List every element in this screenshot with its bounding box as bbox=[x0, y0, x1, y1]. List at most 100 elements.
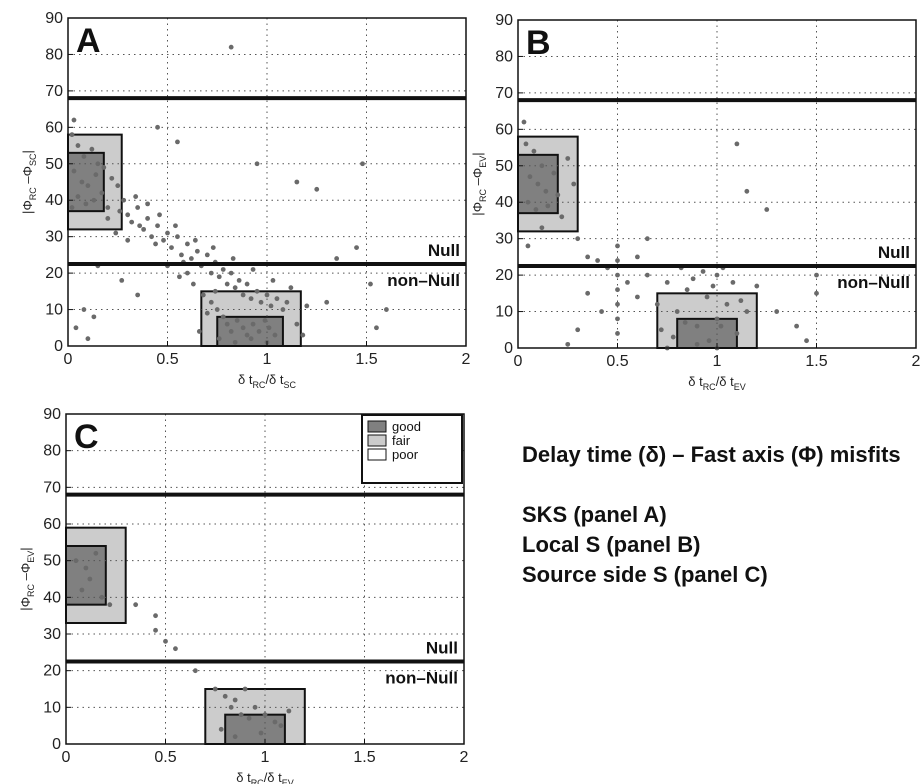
x-axis-label-part: EV bbox=[734, 382, 746, 392]
x-tick-label: 2 bbox=[462, 351, 471, 368]
data-point bbox=[105, 205, 111, 210]
data-point bbox=[232, 734, 238, 740]
x-axis-label-part: δ t bbox=[688, 374, 703, 389]
data-point bbox=[714, 272, 720, 278]
data-point bbox=[79, 587, 85, 593]
y-axis-label-part: RC bbox=[478, 188, 488, 201]
data-point bbox=[236, 278, 242, 283]
data-point bbox=[99, 594, 105, 600]
y-axis-label-part: –Φ bbox=[20, 166, 35, 187]
y-tick-label: 40 bbox=[495, 194, 513, 211]
data-point bbox=[113, 230, 119, 236]
data-point bbox=[177, 274, 182, 280]
data-point bbox=[599, 309, 604, 314]
data-point bbox=[718, 323, 724, 329]
data-point bbox=[250, 267, 256, 272]
data-point bbox=[531, 148, 537, 154]
data-point bbox=[794, 323, 799, 329]
y-axis-label: |ΦRC –ΦSC| bbox=[20, 150, 38, 214]
data-point bbox=[525, 243, 531, 249]
data-point bbox=[559, 214, 565, 220]
data-point bbox=[125, 212, 131, 218]
x-axis-label-part: /δ t bbox=[716, 374, 734, 389]
non-null-label: non–Null bbox=[837, 273, 910, 292]
data-point bbox=[744, 188, 750, 194]
data-point bbox=[224, 281, 230, 287]
data-point bbox=[635, 294, 640, 300]
data-point bbox=[814, 272, 819, 278]
data-point bbox=[258, 299, 264, 305]
data-point bbox=[272, 719, 278, 725]
data-point bbox=[664, 280, 670, 285]
data-point bbox=[774, 309, 780, 314]
y-tick-label: 10 bbox=[495, 304, 513, 321]
data-point bbox=[228, 329, 234, 334]
data-point bbox=[710, 283, 716, 289]
data-point bbox=[272, 332, 278, 338]
x-axis-label-part: /δ t bbox=[265, 372, 283, 387]
x-axis-label-part: δ t bbox=[238, 372, 253, 387]
x-tick-label: 0 bbox=[514, 353, 523, 370]
data-point bbox=[244, 281, 250, 287]
data-point bbox=[615, 243, 620, 249]
x-tick-label: 1.5 bbox=[355, 351, 377, 368]
data-point bbox=[539, 225, 545, 231]
data-point bbox=[304, 303, 310, 309]
y-tick-label: 40 bbox=[45, 192, 63, 209]
data-point bbox=[163, 638, 168, 644]
data-point bbox=[521, 119, 527, 125]
data-point bbox=[625, 280, 630, 285]
data-point bbox=[384, 307, 389, 312]
data-point bbox=[135, 205, 141, 210]
data-point bbox=[644, 272, 650, 278]
data-point bbox=[533, 207, 539, 212]
x-axis-label: δ tRC/δ tEV bbox=[688, 374, 746, 392]
y-tick-label: 50 bbox=[495, 158, 513, 175]
data-point bbox=[222, 693, 228, 699]
data-point bbox=[121, 197, 127, 203]
data-point bbox=[200, 292, 206, 298]
data-point bbox=[527, 174, 533, 180]
data-point bbox=[730, 280, 736, 285]
data-point bbox=[69, 132, 75, 138]
data-point bbox=[615, 316, 620, 322]
data-point bbox=[224, 321, 230, 327]
data-point bbox=[232, 285, 238, 291]
x-axis-label: δ tRC/δ tEV bbox=[236, 770, 294, 784]
data-point bbox=[262, 318, 268, 323]
data-point bbox=[145, 201, 151, 207]
data-point bbox=[153, 241, 158, 247]
data-point bbox=[575, 327, 581, 333]
data-point bbox=[244, 332, 250, 338]
y-axis-label-part: SC bbox=[28, 153, 38, 166]
data-point bbox=[615, 272, 620, 278]
data-point bbox=[185, 270, 190, 276]
data-point bbox=[324, 299, 330, 305]
x-axis-label-part: RC bbox=[252, 380, 265, 390]
data-point bbox=[615, 301, 620, 307]
data-point bbox=[615, 331, 620, 336]
region-good-3 bbox=[216, 315, 284, 348]
x-tick-label: 1 bbox=[261, 749, 270, 766]
x-axis-label-part: RC bbox=[251, 778, 264, 784]
data-point bbox=[107, 602, 113, 608]
data-point bbox=[149, 234, 154, 240]
region-good-3 bbox=[224, 713, 286, 746]
data-point bbox=[153, 613, 158, 619]
y-tick-label: 50 bbox=[45, 156, 63, 173]
data-point bbox=[744, 309, 750, 314]
y-axis-label-part: |Φ bbox=[20, 200, 35, 214]
y-axis-label: |ΦRC –ΦEV| bbox=[470, 152, 488, 215]
y-tick-label: 20 bbox=[45, 265, 63, 282]
y-tick-label: 30 bbox=[43, 626, 61, 643]
data-point bbox=[119, 278, 125, 283]
y-tick-label: 70 bbox=[43, 479, 61, 496]
data-point bbox=[196, 329, 202, 334]
data-point bbox=[250, 321, 256, 327]
data-point bbox=[188, 256, 194, 261]
data-point bbox=[129, 219, 135, 225]
data-point bbox=[334, 256, 340, 261]
data-point bbox=[724, 301, 730, 307]
data-point bbox=[254, 288, 260, 294]
